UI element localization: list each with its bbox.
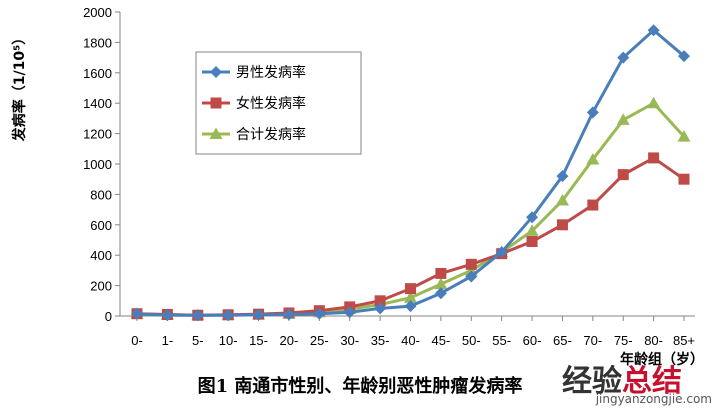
- y-tick-label: 800: [90, 187, 112, 202]
- point-marker: [647, 96, 661, 109]
- point-marker: [586, 152, 600, 165]
- point-marker: [374, 302, 387, 315]
- y-tick-label: 1800: [83, 35, 112, 50]
- x-tick-label: 1-: [162, 333, 174, 348]
- x-tick-label: 70-: [583, 333, 602, 348]
- point-marker: [404, 300, 417, 313]
- y-ticks: 0 200 400 600 800 1000 1200 1400 1600 1800 2000: [83, 5, 120, 324]
- x-tick-label: 80-: [644, 333, 663, 348]
- legend-label: 合计发病率: [236, 126, 306, 143]
- point-marker: [313, 307, 326, 320]
- point-marker: [556, 170, 569, 183]
- x-tick-label: 10-: [219, 333, 238, 348]
- y-tick-label: 1600: [83, 66, 112, 81]
- legend-item: 女性发病率: [202, 95, 306, 112]
- x-tick-label: 65-: [553, 333, 572, 348]
- point-marker: [465, 270, 478, 283]
- point-marker: [525, 224, 539, 236]
- point-marker: [209, 127, 223, 139]
- y-axis-label: 发病率（1/10⁵）: [11, 31, 28, 142]
- x-tick-label: 45-: [431, 333, 450, 348]
- x-tick-label: 75-: [614, 333, 633, 348]
- y-tick-label: 600: [90, 218, 112, 233]
- x-tick-label: 15-: [249, 333, 268, 348]
- point-marker: [343, 306, 356, 319]
- point-marker: [210, 97, 222, 109]
- point-marker: [210, 66, 222, 78]
- point-marker: [404, 291, 417, 303]
- y-tick-label: 400: [90, 248, 112, 263]
- point-marker: [222, 309, 235, 322]
- point-marker: [648, 152, 660, 164]
- series-group: [130, 24, 691, 322]
- y-tick-label: 0: [105, 309, 112, 324]
- x-axis-label: 年龄组（岁）: [620, 351, 704, 368]
- point-marker: [587, 199, 599, 211]
- x-tick-label: 60-: [523, 333, 542, 348]
- point-marker: [435, 267, 447, 279]
- x-tick-label: 5-: [192, 333, 204, 348]
- y-tick-label: 1400: [83, 96, 112, 111]
- x-tick-label: 55-: [492, 333, 511, 348]
- point-marker: [434, 277, 448, 290]
- point-marker: [282, 308, 295, 321]
- point-marker: [526, 211, 539, 224]
- series-diamond: [131, 24, 690, 322]
- point-marker: [374, 295, 386, 307]
- point-marker: [555, 193, 569, 206]
- watermark-text-a: 经验: [562, 364, 622, 399]
- point-marker: [616, 113, 630, 125]
- watermark-text-b: 总结: [622, 364, 682, 399]
- point-marker: [678, 50, 690, 63]
- x-tick-label: 35-: [371, 333, 390, 348]
- point-marker: [252, 308, 265, 321]
- y-tick-label: 2000: [83, 5, 112, 20]
- point-marker: [191, 309, 204, 322]
- point-marker: [405, 283, 416, 295]
- y-tick-label: 200: [90, 279, 112, 294]
- x-tick-label: 30-: [340, 333, 359, 348]
- point-marker: [586, 106, 599, 119]
- x-tick-label: 40-: [401, 333, 420, 348]
- x-tick-label: 25-: [310, 333, 329, 348]
- point-marker: [647, 24, 660, 37]
- point-marker: [617, 51, 630, 64]
- point-marker: [556, 219, 568, 231]
- point-marker: [526, 236, 538, 248]
- point-marker: [131, 307, 143, 320]
- legend-label: 男性发病率: [236, 64, 306, 81]
- x-tick-label: 20-: [280, 333, 299, 348]
- point-marker: [677, 130, 691, 142]
- figure-caption: 图1 南通市性别、年龄别恶性肿瘤发病率: [197, 376, 523, 397]
- watermark-url: jingyanzongjie.com: [595, 392, 712, 406]
- watermark-logo: 经验总结: [562, 356, 682, 400]
- x-tick-label: 85+: [673, 333, 695, 348]
- y-tick-label: 1200: [83, 127, 112, 142]
- y-tick-label: 1000: [83, 157, 112, 172]
- legend-label: 女性发病率: [236, 95, 306, 112]
- point-marker: [434, 287, 447, 300]
- point-marker: [678, 173, 690, 185]
- legend-item: 合计发病率: [202, 126, 306, 143]
- x-tick-label: 50-: [462, 333, 481, 348]
- point-marker: [465, 258, 477, 270]
- legend-item: 男性发病率: [202, 64, 306, 81]
- point-marker: [495, 246, 508, 259]
- x-tick-label: 0-: [131, 333, 143, 348]
- x-ticks: 0- 1- 5- 10- 15- 20- 25- 30- 35- 40- 45- 50- 55- 60- 6…: [131, 316, 695, 348]
- point-marker: [617, 169, 629, 181]
- point-marker: [161, 309, 174, 322]
